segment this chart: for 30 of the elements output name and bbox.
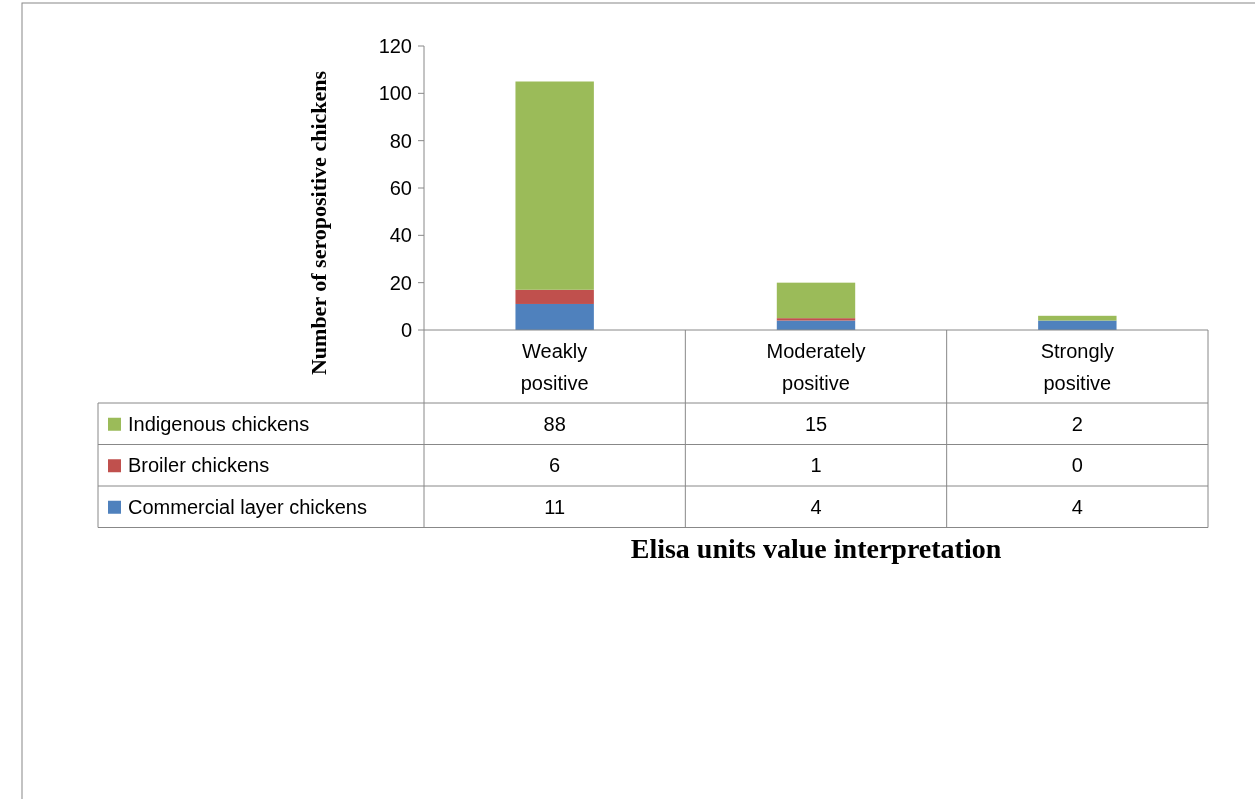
- bar: [515, 81, 594, 290]
- y-tick-label: 20: [389, 271, 412, 294]
- x-tick-label: Moderately positive: [766, 340, 866, 394]
- legend-label: Broiler chickens: [128, 454, 270, 477]
- x-axis-title: Elisa units value interpretation: [630, 532, 1002, 564]
- data-label: 0: [1071, 454, 1083, 477]
- bar: [776, 318, 856, 321]
- y-tick-label: 80: [389, 129, 412, 152]
- data-label: 88: [543, 412, 566, 435]
- y-tick-label: 60: [389, 177, 412, 199]
- x-tick-label: Weakly positive: [520, 340, 589, 394]
- y-axis-title: Number of seropositive chickens: [306, 70, 331, 376]
- bar: [515, 289, 594, 304]
- legend-label: Indigenous chickens: [128, 412, 310, 435]
- bar: [515, 303, 594, 330]
- bar: [776, 282, 856, 319]
- data-label: 4: [1071, 495, 1083, 518]
- data-label: 6: [549, 454, 561, 477]
- data-label: 15: [804, 412, 828, 435]
- x-tick-label: Strongly positive: [1040, 340, 1115, 394]
- legend-label: Commercial layer chickens: [128, 495, 367, 518]
- data-label: 1: [810, 454, 822, 477]
- y-tick-label: 40: [389, 224, 412, 247]
- data-label: 2: [1071, 412, 1083, 435]
- data-label: 4: [810, 495, 822, 518]
- y-tick-label: 100: [378, 82, 412, 105]
- y-tick-label: 120: [378, 35, 412, 57]
- y-tick-label: 0: [400, 319, 412, 341]
- data-label: 11: [544, 495, 566, 518]
- bar: [1038, 315, 1117, 321]
